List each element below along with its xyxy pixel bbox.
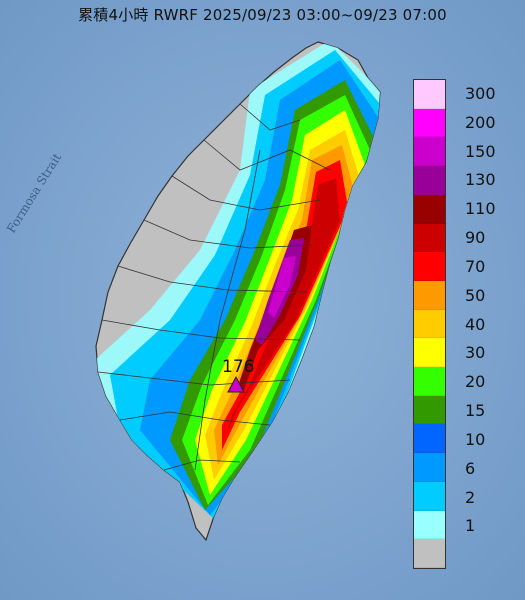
legend-label: 20 bbox=[465, 372, 486, 392]
legend-label: 40 bbox=[465, 314, 486, 334]
legend-swatch bbox=[414, 252, 445, 281]
legend-swatch bbox=[414, 367, 445, 396]
legend-swatch bbox=[414, 424, 445, 454]
legend-label bbox=[465, 540, 520, 569]
legend-swatch bbox=[414, 137, 445, 167]
legend-label: 30 bbox=[465, 343, 486, 363]
legend-label: 200 bbox=[465, 112, 496, 132]
peak-marker-triangle bbox=[227, 375, 245, 393]
legend-label: 10 bbox=[465, 429, 486, 449]
legend-swatch bbox=[414, 108, 445, 138]
legend-swatch bbox=[414, 166, 445, 195]
legend-label: 50 bbox=[465, 285, 486, 305]
legend-swatch bbox=[414, 194, 445, 224]
legend-label: 6 bbox=[465, 458, 476, 478]
legend-label: 110 bbox=[465, 199, 496, 219]
legend-label: 90 bbox=[465, 228, 486, 248]
map-title: 累積4小時 RWRF 2025/09/23 03:00~09/23 07:00 bbox=[78, 6, 447, 24]
legend-swatch bbox=[414, 338, 445, 368]
legend-swatch bbox=[414, 280, 445, 310]
legend-swatch bbox=[414, 395, 445, 425]
legend-swatch bbox=[414, 481, 445, 511]
legend-label: 1 bbox=[465, 516, 476, 536]
legend-label: 70 bbox=[465, 256, 486, 276]
rainfall-bands bbox=[96, 42, 380, 520]
legend-swatch bbox=[414, 510, 445, 540]
legend-swatch bbox=[414, 539, 445, 568]
legend-color-bar bbox=[413, 79, 446, 569]
peak-value-label: 176 bbox=[222, 357, 255, 377]
legend-swatch bbox=[414, 223, 445, 253]
legend-swatch bbox=[414, 80, 445, 109]
legend-label: 150 bbox=[465, 141, 496, 161]
legend-labels: 300 200 150 130 110 90 70 50 40 30 20 15 10 6 2 1 bbox=[465, 79, 520, 569]
county-boundaries bbox=[97, 103, 331, 471]
legend-swatch bbox=[414, 309, 445, 339]
legend-label: 130 bbox=[465, 170, 496, 190]
legend-label: 15 bbox=[465, 401, 486, 421]
legend-label: 2 bbox=[465, 487, 476, 507]
legend-label: 300 bbox=[465, 83, 496, 103]
legend-swatch bbox=[414, 453, 445, 482]
